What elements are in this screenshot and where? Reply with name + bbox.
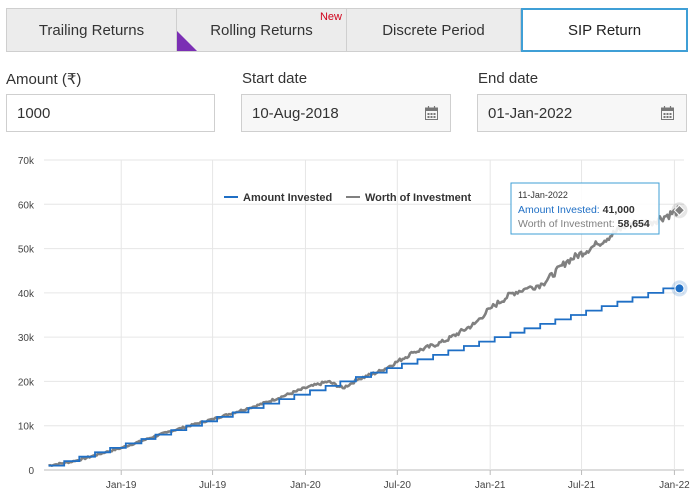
end-date-label: End date (478, 70, 539, 87)
tab-discrete-period[interactable]: Discrete Period (347, 8, 521, 52)
worth-marker (673, 204, 686, 216)
x-tick-label: Jul-19 (199, 480, 227, 491)
chart-series (48, 202, 688, 467)
x-tick-label: Jul-21 (568, 480, 596, 491)
y-tick-label: 40k (18, 289, 35, 300)
y-tick-label: 70k (18, 156, 35, 167)
tooltip-invested: Amount Invested: 41,000 (518, 204, 635, 216)
tab-label: Rolling Returns (210, 21, 313, 39)
tab-rolling-returns[interactable]: Rolling Returns New (177, 8, 347, 52)
series-worth-of-investment (48, 205, 681, 467)
end-date-value: 01-Jan-2022 (488, 104, 573, 122)
tooltip-date: 11-Jan-2022 (518, 190, 568, 200)
tooltip-invested-value: 41,000 (603, 204, 635, 216)
tooltip-worth-label: Worth of Investment: (518, 218, 618, 230)
tab-label: SIP Return (567, 21, 642, 39)
legend-label-invested: Amount Invested (243, 192, 332, 204)
sip-chart: 0 10k 20k 30k 40k 50k 60k 70k Jan-19 Jul-19 Jan-2… (18, 156, 690, 491)
x-axis-ticks: Jan-19 Jul-19 Jan-20 Jul-20 Jan-21 Jul-21 Jan-… (106, 480, 690, 491)
chart-tooltip: 11-Jan-2022 Amount Invested: 41,000 Worth … (510, 182, 660, 235)
invested-marker (674, 283, 685, 294)
series-amount-invested (48, 287, 680, 467)
tooltip-invested-label: Amount Invested: (518, 204, 603, 216)
new-badge: New (319, 11, 342, 23)
end-date-input[interactable]: 01-Jan-2022 (477, 94, 687, 132)
x-tick-label: Jul-20 (384, 480, 412, 491)
tooltip-worth: Worth of Investment: 58,654 (518, 218, 650, 230)
tooltip-worth-value: 58,654 (618, 218, 650, 230)
start-date-input[interactable]: 10-Aug-2018 (241, 94, 451, 132)
y-tick-label: 0 (28, 466, 34, 477)
x-tick-label: Jan-19 (106, 480, 137, 491)
amount-label: Amount (₹) (6, 71, 82, 88)
tab-label: Trailing Returns (38, 21, 145, 39)
y-tick-label: 20k (18, 377, 35, 388)
x-tick-label: Jan-22 (659, 480, 690, 491)
corner-ribbon-icon (177, 31, 197, 51)
tab-trailing-returns[interactable]: Trailing Returns (6, 8, 177, 52)
tooltip-box (510, 182, 660, 235)
tab-sip-return[interactable]: SIP Return (521, 8, 688, 52)
y-tick-label: 60k (18, 200, 35, 211)
x-tick-label: Jan-21 (475, 480, 506, 491)
tab-label: Discrete Period (382, 21, 485, 39)
x-tick-label: Jan-20 (290, 480, 321, 491)
calendar-icon[interactable] (425, 106, 438, 120)
legend-label-worth: Worth of Investment (365, 192, 471, 204)
y-axis-ticks: 0 10k 20k 30k 40k 50k 60k 70k (18, 156, 35, 477)
calendar-icon[interactable] (661, 106, 674, 120)
start-date-label: Start date (242, 70, 308, 87)
amount-input[interactable]: 1000 (6, 94, 215, 132)
tab-bar: Trailing Returns Rolling Returns New Dis… (6, 8, 688, 52)
chart-legend[interactable]: Amount Invested Worth of Investment (224, 192, 471, 204)
y-tick-label: 30k (18, 333, 35, 344)
amount-value: 1000 (17, 104, 51, 122)
y-tick-label: 10k (18, 422, 35, 433)
y-tick-label: 50k (18, 245, 35, 256)
start-date-value: 10-Aug-2018 (252, 104, 339, 122)
